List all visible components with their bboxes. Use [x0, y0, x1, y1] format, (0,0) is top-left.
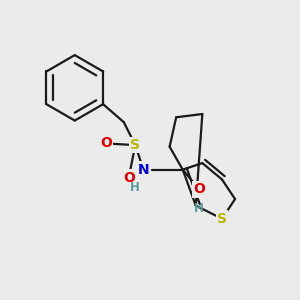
- Text: O: O: [193, 182, 205, 196]
- Text: H: H: [194, 202, 204, 215]
- Text: H: H: [130, 181, 140, 194]
- Text: O: O: [123, 171, 135, 185]
- Text: O: O: [100, 136, 112, 151]
- Text: S: S: [217, 212, 227, 226]
- Text: S: S: [130, 138, 140, 152]
- Text: N: N: [138, 163, 149, 177]
